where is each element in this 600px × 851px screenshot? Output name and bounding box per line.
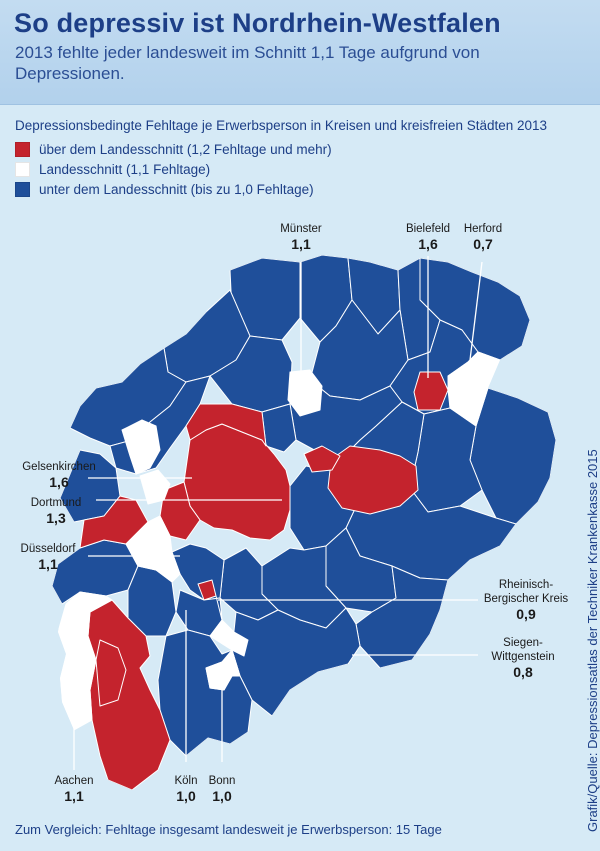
label-bielefeld: Bielefeld 1,6 xyxy=(398,222,458,253)
region-bonn-white xyxy=(205,635,241,691)
label-aachen-value: 1,1 xyxy=(64,788,84,804)
label-aachen: Aachen 1,1 xyxy=(46,774,102,805)
legend-item-below: unter dem Landesschnitt (bis zu 1,0 Fehl… xyxy=(15,179,332,199)
region-paderborn-red xyxy=(327,445,419,515)
legend-label-below: unter dem Landesschnitt (bis zu 1,0 Fehl… xyxy=(39,181,314,197)
label-bonn: Bonn 1,0 xyxy=(204,774,240,805)
footer-note: Zum Vergleich: Fehltage insgesamt landes… xyxy=(15,822,442,837)
label-herford-name: Herford xyxy=(463,223,503,235)
label-herford-value: 0,7 xyxy=(473,236,493,252)
legend-heading: Depressionsbedingte Fehltage je Erwerbsp… xyxy=(15,118,548,133)
page-title: So depressiv ist Nordrhein-Westfalen xyxy=(14,8,501,38)
label-siegen: Siegen-Wittgenstein 0,8 xyxy=(484,636,562,681)
leader-herford xyxy=(469,261,483,361)
label-dortmund-value: 1,3 xyxy=(46,510,66,526)
legend-item-above: über dem Landesschnitt (1,2 Fehltage und… xyxy=(15,139,332,159)
label-leader-lines xyxy=(73,256,483,770)
legend-item-average: Landesschnitt (1,1 Fehltage) xyxy=(15,159,332,179)
region-viersen xyxy=(59,449,121,523)
nrw-state-area xyxy=(52,255,556,790)
region-bielefeld xyxy=(413,371,449,411)
label-koeln-value: 1,0 xyxy=(176,788,196,804)
region-bottrop-white xyxy=(121,419,161,475)
label-bielefeld-value: 1,6 xyxy=(418,236,438,252)
legend-swatch-average xyxy=(15,161,30,177)
label-koeln: Köln 1,0 xyxy=(168,774,204,805)
region-steinfurt-south xyxy=(261,403,297,453)
region-siegen xyxy=(355,565,449,669)
label-bonn-name: Bonn xyxy=(208,775,236,787)
label-rbk-name: Rheinisch-Bergischer Kreis xyxy=(483,579,569,605)
page-subtitle: 2013 fehlte jeder landesweit im Schnitt … xyxy=(15,43,480,83)
label-koeln-name: Köln xyxy=(174,775,198,787)
label-duesseldorf-value: 1,1 xyxy=(38,556,58,572)
label-muenster-name: Münster xyxy=(280,223,322,235)
source-credit: Grafik/Quelle: Depressionsatlas der Tech… xyxy=(585,449,600,832)
region-herford xyxy=(447,351,501,427)
label-rbk-value: 0,9 xyxy=(516,606,536,622)
label-muenster: Münster 1,1 xyxy=(270,222,332,253)
label-aachen-name: Aachen xyxy=(54,775,94,787)
label-duesseldorf: Düsseldorf 1,1 xyxy=(12,542,84,573)
region-heinsberg xyxy=(57,591,113,731)
label-muenster-value: 1,1 xyxy=(291,236,311,252)
region-muenster xyxy=(287,369,323,417)
region-koeln-white xyxy=(209,595,249,657)
region-lippe xyxy=(469,387,556,525)
region-recklinghausen xyxy=(185,403,267,447)
label-rbk: Rheinisch-Bergischer Kreis 0,9 xyxy=(478,578,574,623)
legend: über dem Landesschnitt (1,2 Fehltage und… xyxy=(15,139,332,199)
label-gelsenkirchen: Gelsenkirchen 1,6 xyxy=(14,460,104,491)
legend-swatch-below xyxy=(15,181,30,197)
label-herford: Herford 0,7 xyxy=(458,222,508,253)
label-siegen-value: 0,8 xyxy=(513,664,533,680)
label-gelsenkirchen-name: Gelsenkirchen xyxy=(22,461,96,473)
label-bonn-value: 1,0 xyxy=(212,788,232,804)
legend-label-above: über dem Landesschnitt (1,2 Fehltage und… xyxy=(39,141,332,157)
label-siegen-name: Siegen-Wittgenstein xyxy=(491,637,555,663)
label-duesseldorf-name: Düsseldorf xyxy=(20,543,76,555)
legend-swatch-above xyxy=(15,141,30,157)
label-dortmund: Dortmund 1,3 xyxy=(20,496,92,527)
map-regions xyxy=(52,255,556,790)
region-guetersloh-small xyxy=(303,445,341,473)
label-gelsenkirchen-value: 1,6 xyxy=(49,474,69,490)
header-banner: So depressiv ist Nordrhein-Westfalen 201… xyxy=(0,0,600,105)
region-dueren xyxy=(95,639,127,707)
label-bielefeld-name: Bielefeld xyxy=(405,223,451,235)
legend-label-average: Landesschnitt (1,1 Fehltage) xyxy=(39,161,211,177)
label-dortmund-name: Dortmund xyxy=(30,497,82,509)
region-duesseldorf xyxy=(125,515,181,583)
